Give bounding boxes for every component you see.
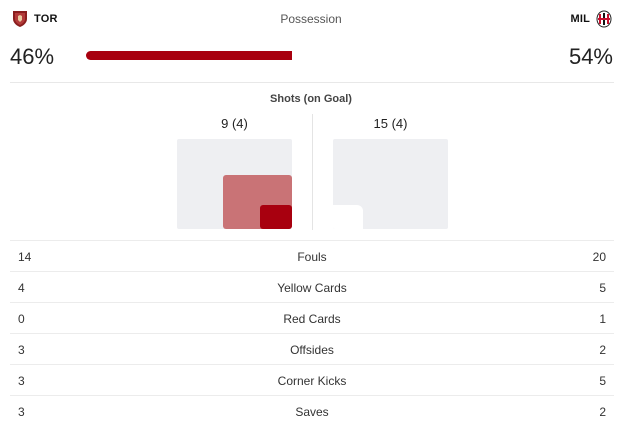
stat-label: Yellow Cards <box>277 281 347 295</box>
stat-home-value: 3 <box>18 374 25 388</box>
home-possession: 46% <box>10 44 55 69</box>
stat-home-value: 14 <box>18 250 32 264</box>
shots-title: Shots (on Goal) <box>270 93 352 105</box>
stat-home-value: 3 <box>18 343 25 357</box>
home-team[interactable]: TOR <box>12 10 58 28</box>
stat-away-value: 2 <box>599 343 606 357</box>
away-shots-on-goal-block <box>333 205 363 229</box>
stat-label: Saves <box>295 405 329 419</box>
away-team[interactable]: MIL <box>570 10 612 28</box>
milan-crest-icon <box>596 10 612 28</box>
stat-row: 3 Corner Kicks 5 <box>10 364 614 395</box>
stat-row: 0 Red Cards 1 <box>10 302 614 333</box>
torino-crest-icon <box>13 11 27 27</box>
home-shots-graphic <box>177 139 292 229</box>
divider <box>10 82 614 83</box>
home-shots-value: 9 (4) <box>221 116 248 131</box>
stat-row: 3 Saves 2 <box>10 395 614 426</box>
possession-title: Possession <box>280 12 342 26</box>
stat-label: Red Cards <box>283 312 341 326</box>
stat-away-value: 20 <box>592 250 606 264</box>
stat-home-value: 4 <box>18 281 25 295</box>
away-possession: 54% <box>568 44 613 69</box>
home-shots-on-goal-block <box>260 205 292 229</box>
stat-row: 3 Offsides 2 <box>10 333 614 364</box>
stat-away-value: 5 <box>599 374 606 388</box>
stat-row: 14 Fouls 20 <box>10 240 614 271</box>
possession-bar <box>86 51 538 60</box>
stat-label: Offsides <box>290 343 334 357</box>
away-team-abbr: MIL <box>570 13 590 25</box>
stat-away-value: 1 <box>599 312 606 326</box>
stat-label: Corner Kicks <box>277 374 347 388</box>
home-team-abbr: TOR <box>34 13 58 25</box>
home-possession-fill <box>86 51 292 60</box>
stat-home-value: 3 <box>18 405 25 419</box>
stat-home-value: 0 <box>18 312 25 326</box>
stat-away-value: 5 <box>599 281 606 295</box>
center-divider <box>312 114 313 230</box>
away-shots-graphic <box>333 139 448 229</box>
stat-label: Fouls <box>297 250 327 264</box>
away-shots-value: 15 (4) <box>373 116 408 131</box>
stat-row: 4 Yellow Cards 5 <box>10 271 614 302</box>
stat-away-value: 2 <box>599 405 606 419</box>
